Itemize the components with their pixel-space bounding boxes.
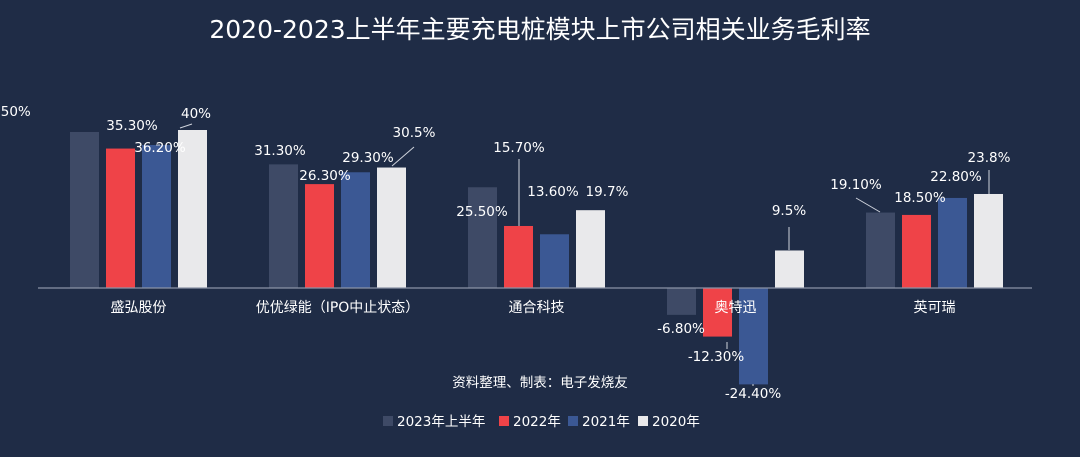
bar-3-1	[703, 288, 732, 337]
category-labels: 盛弘股份 优优绿能（IPO中止状态） 通合科技 奥特迅 英可瑞	[111, 299, 956, 316]
data-label-1-2: 29.30%	[342, 150, 394, 166]
bar-2-2	[540, 234, 569, 288]
category-label-2: 通合科技	[509, 300, 565, 316]
data-label-0-1: 35.30%	[106, 118, 158, 134]
bar-3-2	[739, 288, 768, 385]
legend[interactable]: 2023年上半年 2022年 2021年 2020年	[383, 414, 700, 430]
bar-0-3	[178, 130, 207, 288]
bar-0-2	[142, 145, 171, 288]
bar-4-2	[938, 197, 967, 288]
leader-lines	[156, 123, 990, 386]
data-label-2-0: 25.50%	[456, 204, 508, 220]
bar-4-0	[866, 212, 895, 288]
legend-label-2: 2021年	[582, 414, 630, 430]
bar-4-1	[902, 214, 931, 288]
data-label-0-0: 39.50%	[0, 104, 31, 120]
data-label-2-1: 15.70%	[493, 140, 545, 156]
legend-item-1[interactable]: 2022年	[499, 414, 561, 430]
data-label-1-1: 26.30%	[299, 168, 351, 184]
bar-0-1	[106, 148, 135, 288]
source-note: 资料整理、制表：电子发烧友	[452, 375, 628, 391]
legend-label-1: 2022年	[513, 414, 561, 430]
data-label-3-1: -12.30%	[688, 349, 745, 365]
leader-line-1-3	[391, 146, 415, 167]
bar-4-3	[974, 193, 1003, 288]
legend-label-0: 2023年上半年	[397, 414, 485, 430]
bar-1-3	[377, 167, 406, 288]
data-label-1-0: 31.30%	[254, 143, 306, 159]
data-label-4-0: 19.10%	[830, 177, 882, 193]
leader-line-4-0	[855, 197, 881, 213]
data-label-2-3: 19.7%	[586, 184, 629, 200]
bar-3-3	[775, 250, 804, 288]
data-label-4-3: 23.8%	[968, 150, 1011, 166]
category-label-4: 英可瑞	[914, 299, 956, 316]
data-label-3-2: -24.40%	[725, 386, 782, 402]
data-label-0-2: 36.20%	[134, 140, 186, 156]
data-label-1-3: 30.5%	[393, 125, 436, 141]
legend-item-0[interactable]: 2023年上半年	[383, 414, 485, 430]
legend-swatch-3	[638, 416, 648, 426]
legend-label-3: 2020年	[652, 414, 700, 430]
category-label-1: 优优绿能（IPO中止状态）	[256, 300, 420, 316]
category-label-0: 盛弘股份	[111, 300, 167, 316]
data-label-3-0: -6.80%	[657, 321, 705, 337]
bar-1-0	[269, 164, 298, 288]
legend-swatch-2	[568, 416, 578, 426]
data-labels: 39.50% 35.30% 36.20% 40% 31.30% 26.30% 29.30% 3…	[0, 104, 1011, 402]
bar-2-0	[468, 187, 497, 288]
bar-0-0	[70, 131, 99, 288]
category-label-3: 奥特迅	[715, 299, 757, 316]
leader-line-0-3	[179, 123, 193, 129]
chart-title: 2020-2023上半年主要充电桩模块上市公司相关业务毛利率	[209, 15, 870, 44]
data-label-4-1: 18.50%	[894, 190, 946, 206]
legend-swatch-1	[499, 416, 509, 426]
bar-3-0	[667, 288, 696, 315]
bar-1-1	[305, 184, 334, 288]
legend-swatch-0	[383, 416, 393, 426]
data-label-0-3: 40%	[181, 106, 211, 122]
data-label-2-2: 13.60%	[527, 184, 579, 200]
data-label-4-2: 22.80%	[930, 169, 982, 185]
legend-item-2[interactable]: 2021年	[568, 414, 630, 430]
bar-2-1	[504, 225, 533, 288]
data-label-3-3: 9.5%	[772, 203, 806, 219]
bar-1-2	[341, 172, 370, 288]
bars-layer	[70, 130, 1003, 385]
legend-item-3[interactable]: 2020年	[638, 414, 700, 430]
bar-2-3	[576, 210, 605, 288]
